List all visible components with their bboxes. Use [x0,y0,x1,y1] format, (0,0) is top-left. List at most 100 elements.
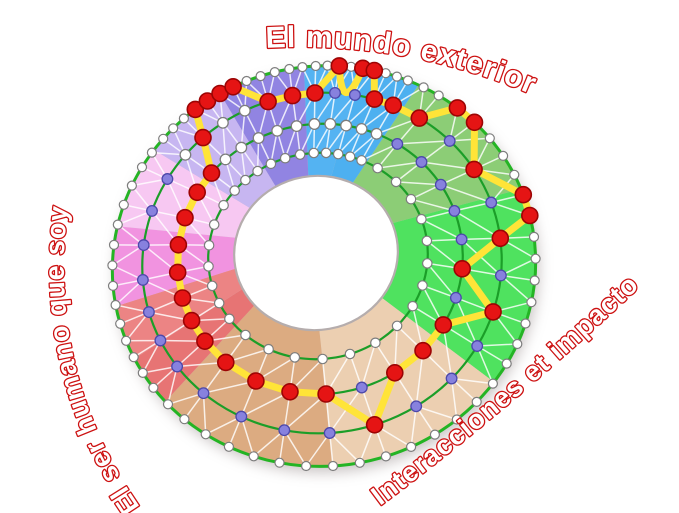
wheel-node-inner[interactable] [317,353,328,365]
wheel-node-ring-b[interactable] [348,89,361,101]
wheel-node-outer[interactable] [200,429,211,440]
wheel-node-selected[interactable] [169,236,188,254]
wheel-node-ring-b[interactable] [146,204,158,217]
wheel-node-outer[interactable] [168,123,179,134]
wheel-node-ring-b[interactable] [445,372,458,385]
wheel-node-selected[interactable] [196,332,214,351]
wheel-node-selected[interactable] [168,263,187,282]
wheel-node-outer[interactable] [269,66,280,78]
wheel-node-selected[interactable] [317,385,335,403]
wheel-node-outer[interactable] [380,451,391,462]
wheel-node-inner[interactable] [390,176,402,188]
wheel-node-selected[interactable] [182,311,201,330]
wheel-node-selected[interactable] [281,382,299,401]
wheel-node-outer[interactable] [118,199,129,210]
wheel-node-selected[interactable] [465,160,483,179]
wheel-node-inner[interactable] [421,258,433,269]
wheel-node-inner[interactable] [416,213,427,225]
wheel-node-ring-b[interactable] [142,306,155,319]
wheel-node-ring-c[interactable] [290,120,303,133]
wheel-node-ring-b[interactable] [410,400,423,413]
wheel-node-outer[interactable] [451,414,462,425]
wheel-node-selected[interactable] [520,206,539,225]
wheel-node-outer[interactable] [179,414,190,425]
wheel-node-outer[interactable] [391,71,402,82]
wheel-node-ring-b[interactable] [154,334,167,347]
wheel-node-ring-c[interactable] [355,381,368,394]
wheel-node-inner[interactable] [240,174,251,186]
wheel-node-outer[interactable] [284,63,295,75]
wheel-node-inner[interactable] [405,193,417,205]
wheel-node-selected[interactable] [247,372,265,390]
wheel-node-ring-c[interactable] [252,132,265,144]
wheel-node-outer[interactable] [301,460,312,472]
wheel-node-selected[interactable] [194,128,212,147]
wheel-node-outer[interactable] [487,378,498,389]
wheel-node-inner[interactable] [421,235,433,247]
wheel-node-inner[interactable] [407,300,418,312]
wheel-node-selected[interactable] [365,90,384,108]
wheel-node-selected[interactable] [484,303,502,321]
wheel-node-ring-b[interactable] [471,340,484,352]
wheel-node-ring-b[interactable] [443,134,456,147]
wheel-node-ring-c[interactable] [355,122,368,135]
wheel-node-outer[interactable] [126,180,137,191]
wheel-node-outer[interactable] [128,352,139,363]
wheel-node-outer[interactable] [115,318,126,329]
wheel-node-inner[interactable] [203,240,215,251]
wheel-node-inner[interactable] [206,280,218,292]
wheel-node-ring-c[interactable] [340,119,353,132]
wheel-node-ring-c[interactable] [415,156,428,168]
wheel-node-selected[interactable] [259,92,277,111]
wheel-node-outer[interactable] [418,82,429,93]
wheel-node-selected[interactable] [465,113,484,132]
wheel-node-ring-b[interactable] [323,427,336,439]
wheel-node-outer[interactable] [501,358,512,369]
wheel-node-ring-c[interactable] [235,141,248,154]
wheel-node-outer[interactable] [146,147,157,158]
wheel-node-inner[interactable] [344,151,356,162]
wheel-node-ring-b[interactable] [485,196,498,209]
wheel-node-selected[interactable] [173,289,192,307]
wheel-node-outer[interactable] [512,338,523,350]
wheel-node-selected[interactable] [365,61,384,80]
wheel-node-outer[interactable] [530,253,541,264]
wheel-node-inner[interactable] [208,219,220,230]
wheel-node-inner[interactable] [240,329,251,341]
wheel-node-inner[interactable] [203,261,214,272]
wheel-node-selected[interactable] [434,316,453,334]
wheel-node-outer[interactable] [354,457,365,468]
wheel-node-outer[interactable] [241,75,252,87]
wheel-node-ring-c[interactable] [391,137,404,150]
wheel-node-ring-c[interactable] [448,204,461,217]
wheel-node-inner[interactable] [370,337,381,349]
wheel-node-inner[interactable] [372,162,383,174]
wheel-node-inner[interactable] [332,148,344,160]
wheel-node-selected[interactable] [414,341,432,360]
wheel-node-inner[interactable] [320,147,332,159]
wheel-node-ring-c[interactable] [324,117,337,130]
wheel-node-outer[interactable] [107,260,118,271]
wheel-node-selected[interactable] [330,57,349,75]
wheel-node-selected[interactable] [410,109,429,127]
wheel-node-outer[interactable] [429,429,440,440]
wheel-node-inner[interactable] [229,185,240,196]
wheel-node-outer[interactable] [137,367,148,378]
wheel-node-selected[interactable] [202,164,221,182]
wheel-node-inner[interactable] [213,297,225,309]
wheel-node-ring-b[interactable] [494,269,507,282]
wheel-node-outer[interactable] [526,297,537,308]
wheel-node-ring-b[interactable] [235,410,248,423]
wheel-node-inner[interactable] [391,320,403,332]
wheel-node-outer[interactable] [406,441,417,452]
wheel-node-ring-b[interactable] [278,424,291,437]
wheel-node-outer[interactable] [107,280,119,291]
wheel-node-outer[interactable] [136,162,148,173]
wheel-node-outer[interactable] [158,133,169,144]
wheel-node-selected[interactable] [384,96,403,115]
wheel-node-selected[interactable] [491,229,510,248]
wheel-node-selected[interactable] [453,259,472,278]
wheel-node-inner[interactable] [308,147,320,159]
wheel-node-outer[interactable] [509,169,520,180]
wheel-node-outer[interactable] [248,451,259,462]
